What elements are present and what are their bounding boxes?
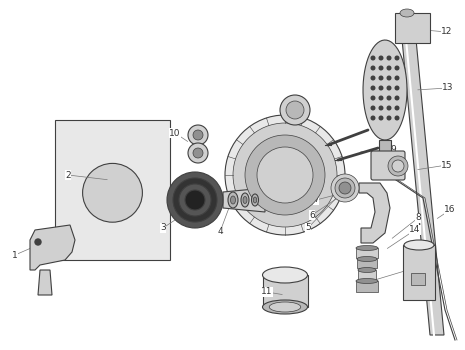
Circle shape [379, 76, 383, 80]
Text: 4: 4 [217, 228, 223, 237]
Text: 8: 8 [415, 214, 421, 223]
Circle shape [379, 86, 383, 90]
Circle shape [371, 116, 375, 120]
Text: 14: 14 [409, 225, 421, 234]
Ellipse shape [357, 257, 377, 261]
Ellipse shape [228, 192, 238, 208]
Ellipse shape [269, 302, 301, 312]
Circle shape [387, 86, 391, 90]
Circle shape [167, 172, 223, 228]
Circle shape [188, 143, 208, 163]
Circle shape [387, 106, 391, 110]
Ellipse shape [358, 267, 376, 273]
Text: 3: 3 [160, 224, 166, 232]
Circle shape [188, 125, 208, 145]
Text: 15: 15 [441, 161, 453, 169]
Circle shape [371, 86, 375, 90]
Ellipse shape [83, 163, 142, 222]
Circle shape [395, 56, 399, 60]
Circle shape [387, 96, 391, 100]
Bar [395, 13, 430, 43]
Polygon shape [363, 40, 407, 140]
Circle shape [387, 116, 391, 120]
Circle shape [335, 178, 355, 198]
Text: 9: 9 [390, 146, 396, 154]
Ellipse shape [400, 9, 414, 17]
Circle shape [179, 184, 211, 216]
Polygon shape [30, 225, 75, 270]
Circle shape [395, 66, 399, 70]
Polygon shape [400, 18, 444, 335]
Circle shape [379, 56, 383, 60]
Bar [55, 120, 170, 260]
Text: 11: 11 [261, 287, 273, 296]
Ellipse shape [263, 300, 307, 314]
Bar [411, 273, 425, 285]
FancyBboxPatch shape [371, 151, 405, 180]
Circle shape [388, 156, 408, 176]
Circle shape [193, 148, 203, 158]
Circle shape [387, 56, 391, 60]
Circle shape [185, 190, 205, 210]
Text: 13: 13 [442, 84, 454, 92]
Circle shape [395, 116, 399, 120]
Polygon shape [223, 188, 265, 212]
Ellipse shape [404, 240, 434, 250]
Bar [356, 281, 378, 292]
Bar [358, 270, 376, 280]
Circle shape [331, 174, 359, 202]
Circle shape [225, 115, 345, 235]
Circle shape [35, 239, 41, 245]
Circle shape [286, 101, 304, 119]
Circle shape [371, 56, 375, 60]
Ellipse shape [241, 193, 249, 207]
Text: 12: 12 [441, 28, 453, 36]
Circle shape [395, 106, 399, 110]
Circle shape [233, 123, 337, 227]
Bar [357, 259, 377, 268]
Circle shape [395, 76, 399, 80]
Circle shape [395, 96, 399, 100]
Ellipse shape [243, 196, 247, 203]
Text: 7: 7 [313, 196, 319, 204]
Circle shape [280, 95, 310, 125]
Text: 16: 16 [444, 205, 456, 215]
Circle shape [245, 135, 325, 215]
Bar [403, 245, 435, 300]
Circle shape [387, 76, 391, 80]
Circle shape [395, 86, 399, 90]
Ellipse shape [356, 279, 378, 284]
Circle shape [392, 160, 404, 172]
Circle shape [193, 130, 203, 140]
Circle shape [379, 96, 383, 100]
Ellipse shape [252, 194, 259, 206]
Text: 10: 10 [169, 128, 181, 138]
Bar [356, 248, 378, 258]
Text: 17: 17 [362, 278, 374, 287]
Text: 1: 1 [12, 251, 18, 259]
Circle shape [173, 178, 217, 222]
Ellipse shape [231, 196, 235, 204]
Ellipse shape [253, 197, 257, 203]
Circle shape [257, 147, 313, 203]
Polygon shape [38, 270, 52, 295]
Circle shape [379, 106, 383, 110]
Polygon shape [359, 183, 390, 243]
Circle shape [379, 116, 383, 120]
Circle shape [371, 76, 375, 80]
Bar [263, 275, 308, 307]
Text: 6: 6 [309, 210, 315, 219]
Ellipse shape [356, 245, 378, 251]
Circle shape [387, 66, 391, 70]
Text: 5: 5 [305, 224, 311, 232]
Circle shape [371, 96, 375, 100]
Text: 2: 2 [65, 170, 71, 180]
Bar [379, 140, 391, 158]
Ellipse shape [263, 267, 307, 283]
Circle shape [371, 106, 375, 110]
Circle shape [379, 66, 383, 70]
Circle shape [339, 182, 351, 194]
Circle shape [371, 66, 375, 70]
